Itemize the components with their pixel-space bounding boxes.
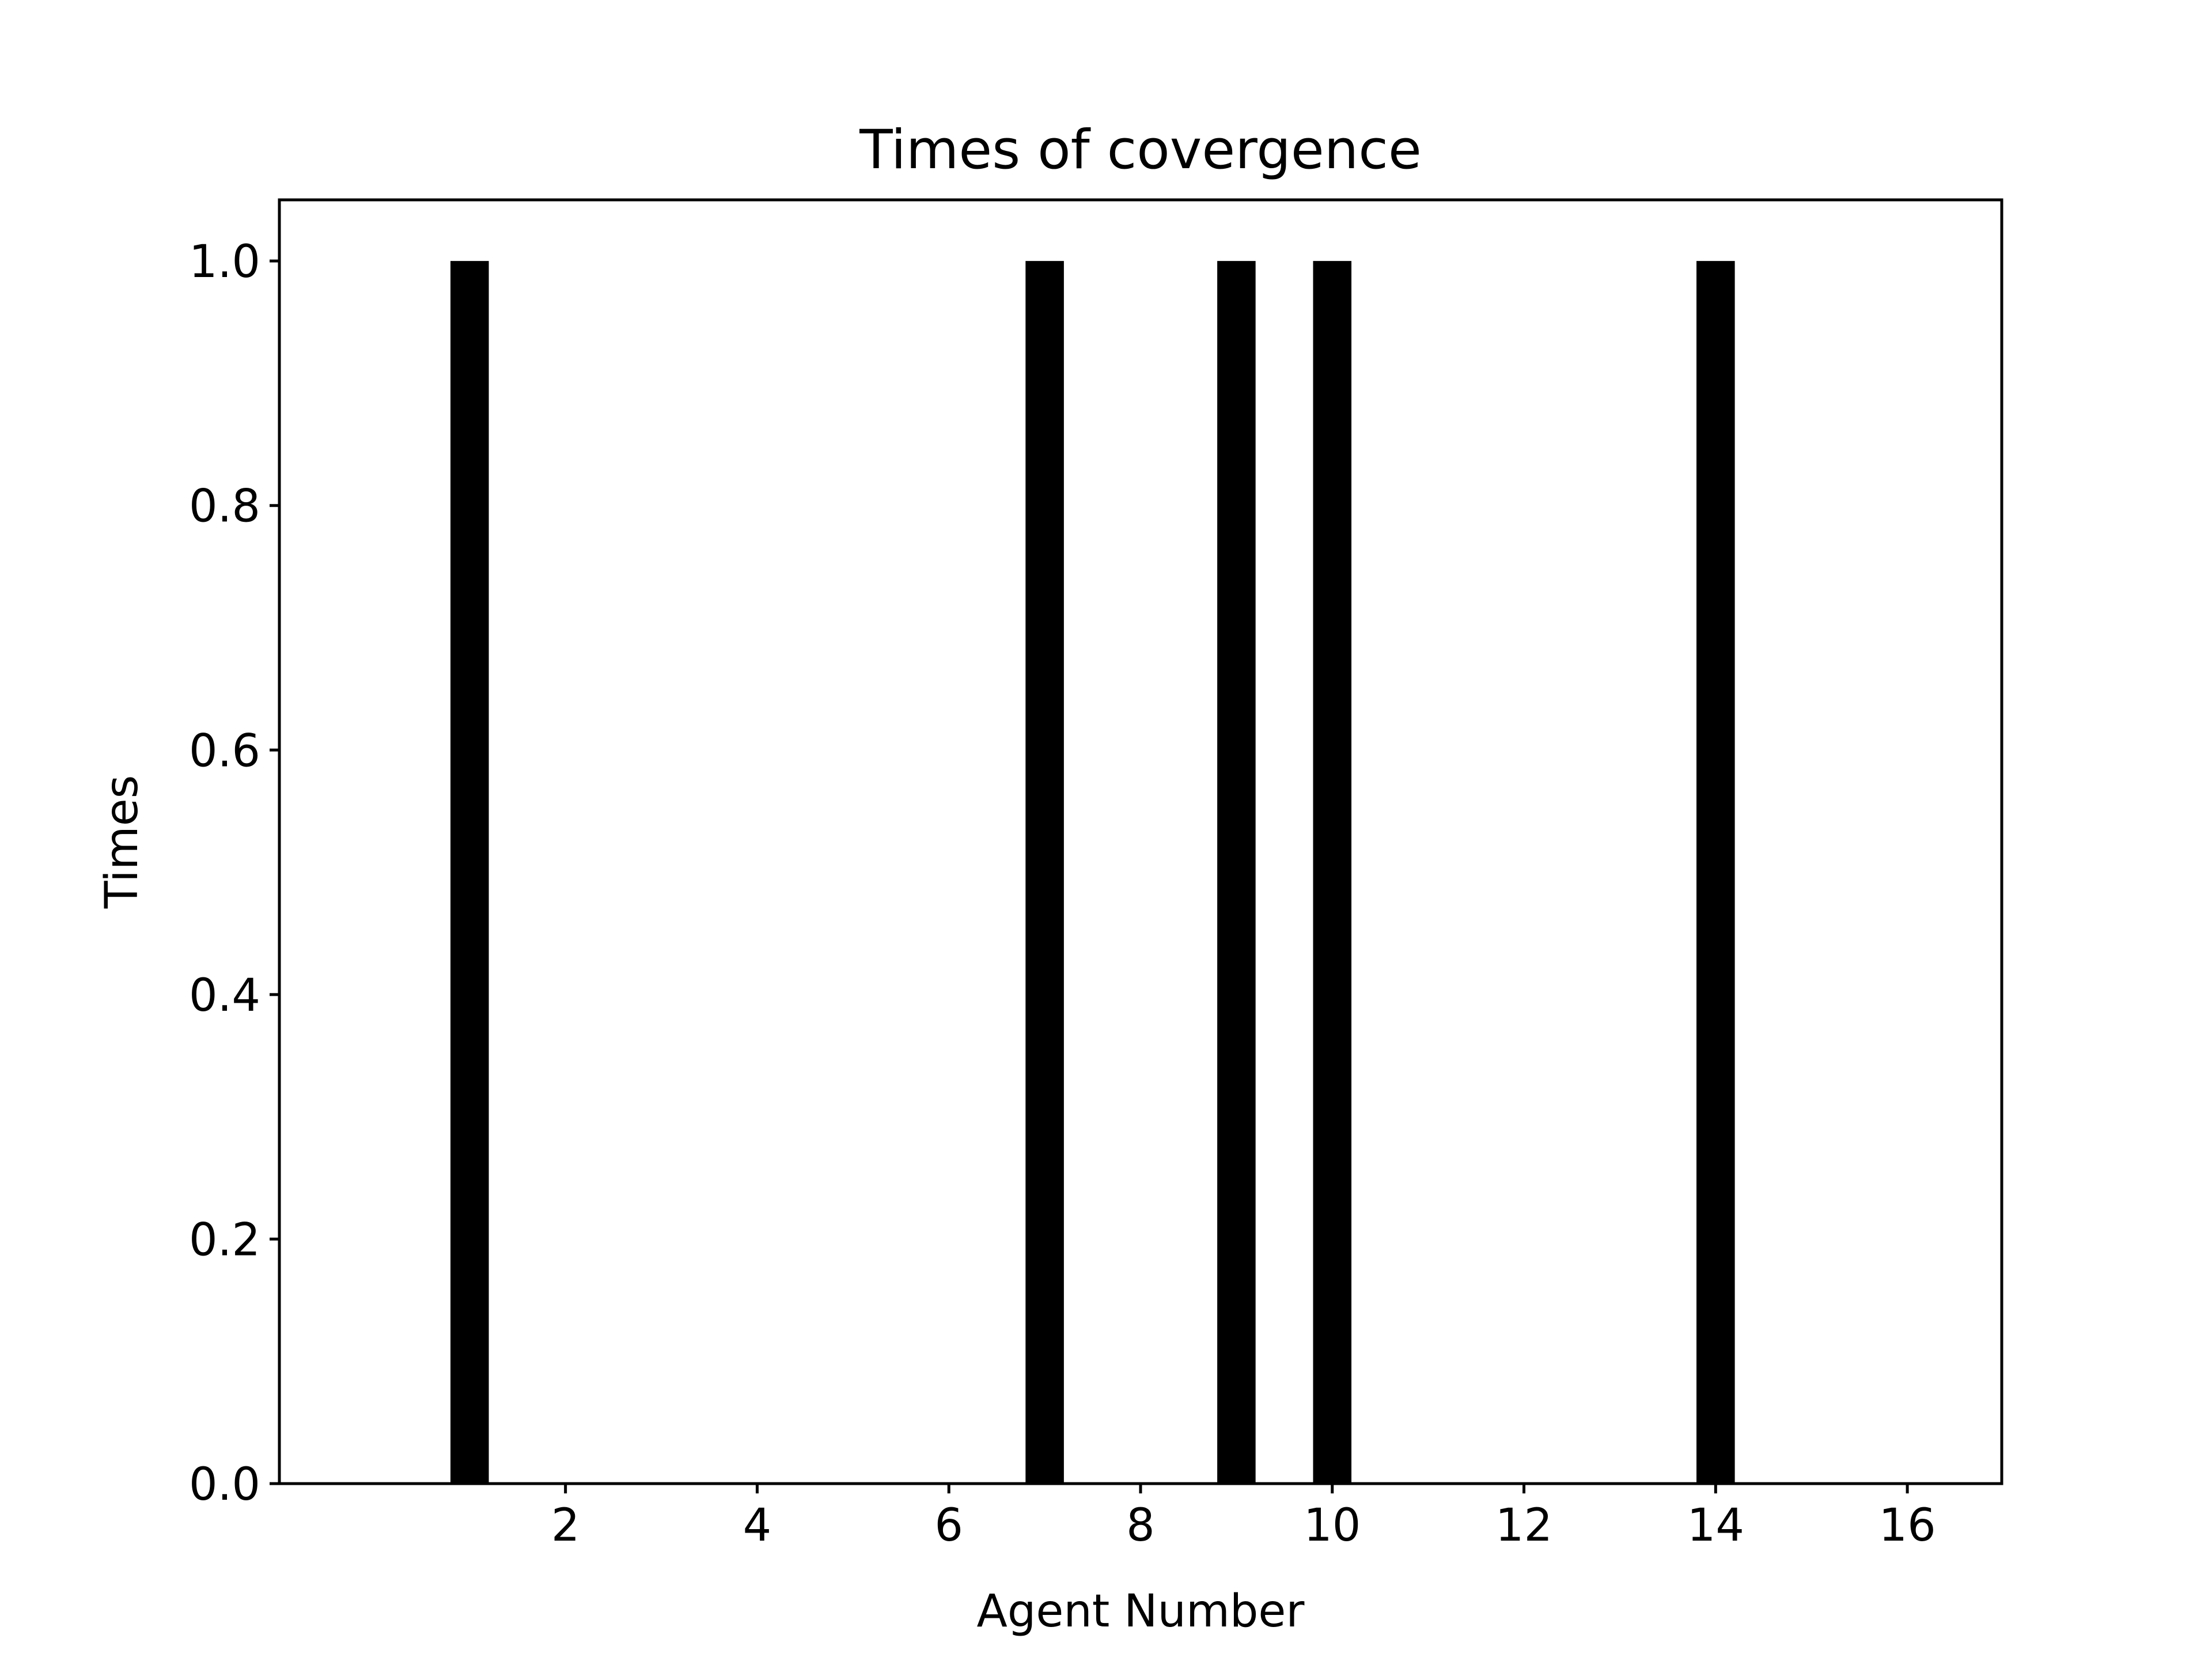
x-axis-ticks: 2 4 6 8 10 12 14 16 bbox=[551, 1484, 1936, 1552]
x-tick-label: 14 bbox=[1687, 1500, 1744, 1552]
y-tick-label: 0.4 bbox=[189, 970, 260, 1022]
x-tick-label: 2 bbox=[551, 1500, 580, 1552]
bar-agent-9 bbox=[1217, 261, 1256, 1484]
bars bbox=[450, 261, 1735, 1484]
chart-title: Times of covergence bbox=[859, 119, 1422, 181]
plot-area bbox=[279, 200, 2002, 1484]
y-tick-label: 0.8 bbox=[189, 481, 260, 533]
y-tick-label: 0.2 bbox=[189, 1214, 260, 1266]
x-tick-label: 10 bbox=[1304, 1500, 1361, 1552]
y-axis-label: Times bbox=[96, 775, 148, 909]
bar-agent-10 bbox=[1313, 261, 1352, 1484]
plot-background bbox=[279, 200, 2002, 1484]
x-tick-label: 12 bbox=[1495, 1500, 1552, 1552]
bar-agent-7 bbox=[1025, 261, 1064, 1484]
x-tick-label: 16 bbox=[1878, 1500, 1936, 1552]
y-axis-ticks: 0.0 0.2 0.4 0.6 0.8 1.0 bbox=[189, 236, 279, 1511]
y-tick-label: 0.6 bbox=[189, 725, 260, 777]
x-tick-label: 8 bbox=[1126, 1500, 1155, 1552]
x-tick-label: 4 bbox=[743, 1500, 772, 1552]
y-tick-label: 1.0 bbox=[189, 236, 260, 288]
y-tick-label: 0.0 bbox=[189, 1459, 260, 1511]
bar-agent-1 bbox=[450, 261, 489, 1484]
x-axis-label: Agent Number bbox=[976, 1586, 1305, 1637]
bar-agent-14 bbox=[1696, 261, 1735, 1484]
x-tick-label: 6 bbox=[934, 1500, 963, 1552]
